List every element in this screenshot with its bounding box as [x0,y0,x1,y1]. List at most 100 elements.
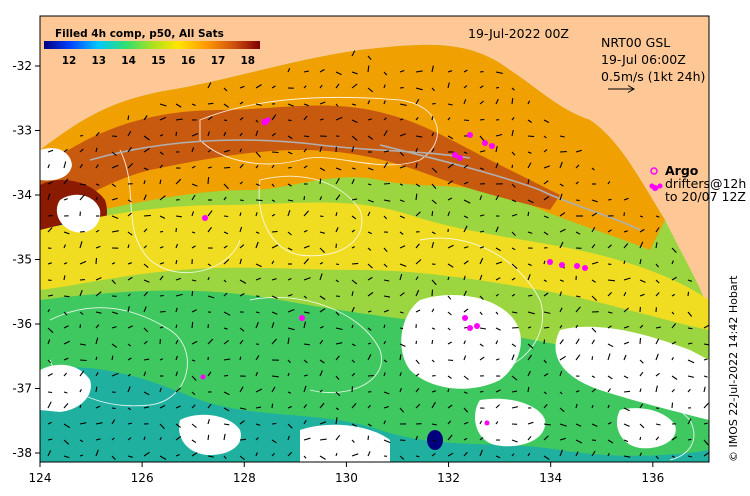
current-vector [271,164,275,169]
current-vector [383,340,387,345]
current-vector [63,244,67,249]
current-vector [703,422,708,425]
y-tick-label: -36 [12,317,32,331]
y-tick-label: -35 [12,253,32,267]
current-vector [463,69,468,73]
current-vector [239,212,242,217]
current-vector [143,194,147,201]
current-vector [207,276,210,281]
current-vector [495,311,499,315]
current-vector [223,215,229,218]
current-vector [271,403,274,409]
current-vector [143,135,150,141]
current-vector [703,452,709,457]
current-vector [655,263,660,268]
current-vector [543,195,550,201]
current-vector [351,324,354,329]
current-vector [479,327,487,330]
current-vector [479,118,485,121]
current-vector [479,343,484,347]
current-vector [383,130,388,137]
current-vector [639,324,644,329]
current-vector [207,131,210,137]
current-vector [431,183,437,189]
current-vector [575,439,583,444]
current-vector [287,67,291,73]
current-vector [335,327,343,331]
current-vector [639,423,645,429]
current-vector [511,311,518,314]
current-vector [335,407,339,411]
current-vector [463,340,466,345]
current-vector [143,406,150,409]
current-vector [303,103,309,107]
colorbar-tick-label: 16 [181,55,196,67]
current-vector [591,167,595,171]
current-vector [639,215,644,218]
current-vector [559,135,565,138]
current-vector [607,375,613,380]
current-vector [79,290,83,297]
current-vector [159,151,164,156]
current-vector [511,343,517,348]
current-vector [95,147,98,153]
current-vector [543,180,549,185]
current-vector [159,405,166,409]
current-vector [527,231,533,234]
current-vector [175,293,183,297]
y-axis: -32 -33 -34 -35 -36 -37 -38 [12,59,40,460]
current-vector [367,199,374,203]
current-vector [687,438,692,441]
current-vector [175,103,182,108]
current-vector [239,420,245,425]
current-vector [63,403,69,409]
argo-legend-marker [650,167,658,175]
current-vector [399,231,404,235]
current-vector [655,385,658,393]
current-vector [143,115,148,121]
current-vector [111,407,116,410]
current-vector [47,149,54,153]
current-vector [271,422,277,425]
current-vector [367,263,373,269]
current-vector [383,420,386,425]
current-vector [671,260,674,265]
current-vector [415,147,418,153]
current-vector [223,279,227,283]
current-vector [623,354,627,361]
current-vector [191,183,198,187]
current-vector [111,355,114,361]
missing-data-patches [40,148,709,462]
current-vector [79,404,82,409]
current-vector [351,402,357,409]
current-vector [495,404,500,409]
current-vector [479,356,485,361]
current-vector [143,279,150,283]
current-vector [95,291,102,297]
current-vector [207,403,212,409]
current-vector [351,198,358,201]
current-vector [207,177,210,185]
current-vector [303,148,307,153]
current-vector [239,327,245,332]
colorbar-tick-label: 15 [151,55,166,67]
current-vector [399,183,404,186]
current-vector [559,324,563,329]
current-vector [559,370,563,377]
current-vector [367,55,372,61]
current-vector [431,241,435,249]
current-vector [223,423,230,426]
cold-spot [427,430,443,450]
current-vector [271,311,278,315]
x-tick-label: 130 [335,471,358,485]
current-vector [367,354,372,361]
current-vector [239,101,244,105]
current-vector [63,275,66,281]
current-vector [463,308,469,313]
current-vector [191,404,196,409]
current-vector [367,211,371,217]
current-vector [383,405,389,409]
current-vector [527,326,532,329]
current-vector [351,306,355,313]
current-vector [559,279,564,282]
